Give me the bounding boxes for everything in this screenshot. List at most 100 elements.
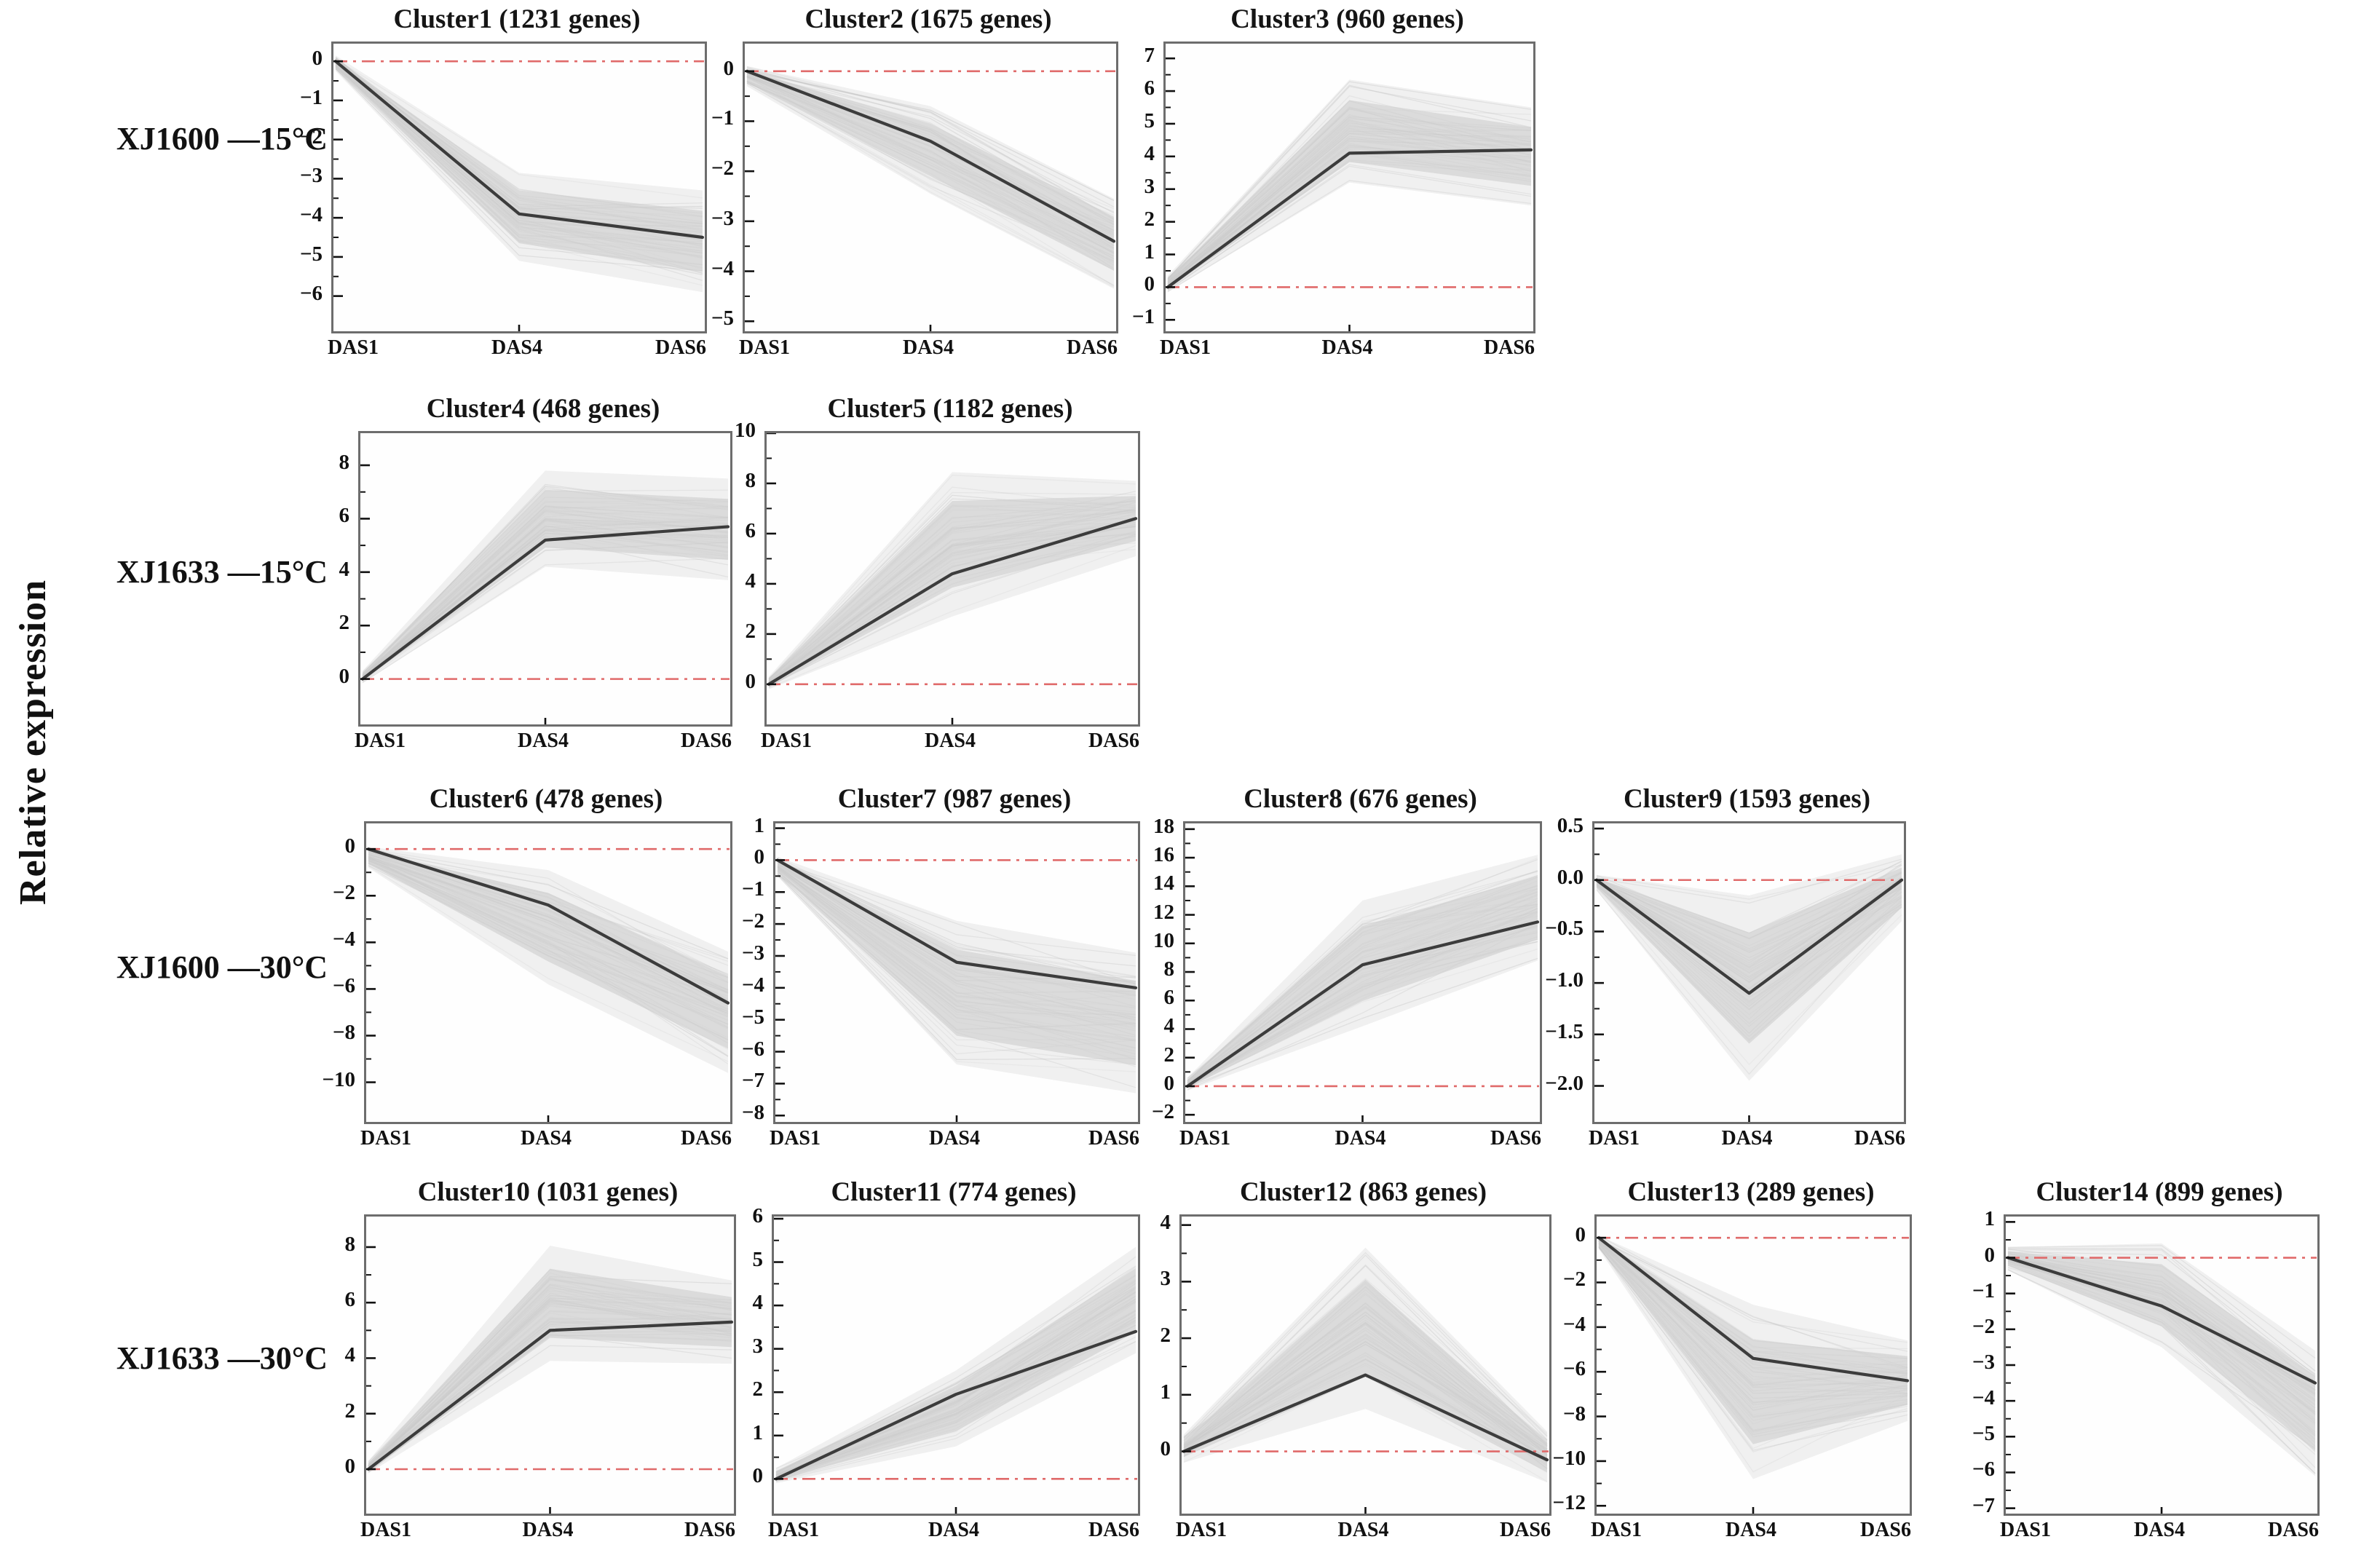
- mean-expression-line: [360, 525, 730, 681]
- ytick-label: 3: [1160, 1267, 1171, 1291]
- panel-cluster5: [764, 431, 1140, 727]
- ytick-label: −5: [741, 1005, 764, 1029]
- xtick-label-das4: DAS4: [517, 729, 569, 752]
- panel-title-cluster1: Cluster1 (1231 genes): [393, 4, 641, 34]
- panel-title-cluster9: Cluster9 (1593 genes): [1623, 784, 1871, 814]
- xtick-label-das6: DAS6: [1854, 1127, 1905, 1150]
- ytick-label: −7: [1972, 1493, 1995, 1517]
- ytick-label: 1: [754, 813, 765, 837]
- xtick-label-das4: DAS4: [928, 1519, 979, 1541]
- xtick-label-das4: DAS4: [902, 336, 954, 359]
- ytick-label: −8: [332, 1021, 355, 1045]
- panel-title-cluster6: Cluster6 (478 genes): [429, 784, 663, 814]
- xtick-label-das4: DAS4: [522, 1519, 574, 1541]
- ytick-label: 10: [735, 419, 756, 442]
- xtick-label-das1: DAS1: [1179, 1127, 1230, 1150]
- ytick-label: 6: [1144, 76, 1155, 100]
- row-label-xj1600-30c: XJ1600 —30°C: [116, 949, 328, 985]
- ytick-label: −6: [1562, 1357, 1586, 1381]
- ytick-label: 6: [339, 504, 350, 528]
- cluster11-plot: [774, 1217, 1138, 1514]
- ytick-label: −4: [1972, 1386, 1995, 1410]
- y-axis-label: Relative expression: [12, 580, 54, 906]
- ytick-label: 0: [752, 1464, 764, 1488]
- xtick-label-das6: DAS6: [1066, 336, 1118, 359]
- mean-expression-line: [767, 517, 1138, 686]
- mean-expression-line: [1166, 148, 1533, 289]
- ytick-label: −2: [1562, 1268, 1586, 1292]
- ytick-label: −2: [332, 881, 355, 905]
- ytick-label: 1: [1984, 1207, 1996, 1231]
- panel-title-cluster12: Cluster12 (863 genes): [1239, 1177, 1487, 1207]
- ytick-label: 0: [1575, 1223, 1586, 1247]
- ytick-label: −6: [332, 974, 355, 998]
- ytick-label: 0: [339, 664, 350, 688]
- panel-cluster10: [364, 1214, 736, 1516]
- ytick-label: 4: [752, 1291, 764, 1315]
- cluster3-plot: [1166, 57, 1533, 331]
- xtick-label-das6: DAS6: [1483, 336, 1535, 359]
- panel-title-cluster4: Cluster4 (468 genes): [426, 394, 660, 424]
- xtick-label-das4: DAS4: [928, 1127, 980, 1150]
- ytick-label: 4: [344, 1343, 356, 1367]
- ytick-label: −12: [1552, 1491, 1586, 1515]
- ytick-label: −6: [299, 281, 323, 305]
- ytick-label: 6: [1163, 986, 1175, 1010]
- panel-title-cluster7: Cluster7 (987 genes): [837, 784, 1072, 814]
- xtick-label-das1: DAS1: [738, 336, 790, 359]
- panel-cluster2: [743, 41, 1118, 333]
- ytick-label: −4: [299, 203, 323, 227]
- ytick-label: −5: [711, 307, 734, 331]
- panel-cluster8: [1183, 821, 1542, 1124]
- ytick-label: 8: [344, 1232, 356, 1256]
- xtick-label-das1: DAS1: [1588, 1127, 1640, 1150]
- panel-title-cluster11: Cluster11 (774 genes): [831, 1177, 1077, 1207]
- xtick-label-das4: DAS4: [1725, 1519, 1776, 1541]
- ytick-label: 2: [1160, 1324, 1171, 1348]
- panel-title-cluster3: Cluster3 (960 genes): [1230, 4, 1464, 34]
- panel-title-cluster14: Cluster14 (899 genes): [2036, 1177, 2283, 1207]
- ytick-label: 8: [339, 451, 350, 475]
- mean-expression-line: [366, 1320, 734, 1471]
- ytick-label: 6: [745, 518, 756, 542]
- ytick-label: −3: [741, 941, 764, 965]
- ytick-label: 5: [752, 1247, 764, 1271]
- cluster2-plot: [745, 66, 1116, 331]
- xtick-label-das1: DAS1: [354, 729, 406, 752]
- ytick-label: 1: [752, 1420, 764, 1444]
- mean-expression-line: [333, 60, 705, 240]
- xtick-label-das6: DAS6: [655, 336, 706, 359]
- xtick-label-das4: DAS4: [1335, 1127, 1386, 1150]
- ytick-label: −2: [1151, 1100, 1174, 1124]
- mean-expression-line: [1185, 920, 1540, 1088]
- cluster8-plot: [1185, 828, 1540, 1122]
- ytick-label: −10: [1552, 1446, 1586, 1470]
- xtick-label-das4: DAS4: [1721, 1127, 1773, 1150]
- xtick-label-das6: DAS6: [1490, 1127, 1541, 1150]
- panel-cluster7: [773, 821, 1140, 1124]
- xtick-label-das4: DAS4: [1321, 336, 1373, 359]
- ytick-label: 2: [1163, 1043, 1175, 1067]
- ytick-label: 3: [1144, 174, 1155, 198]
- xtick-label-das1: DAS1: [760, 729, 812, 752]
- ytick-label: −1: [1131, 305, 1155, 329]
- ytick-label: −2: [741, 909, 764, 933]
- xtick-label-das1: DAS1: [767, 1519, 819, 1541]
- ytick-label: −1.0: [1545, 968, 1584, 992]
- ytick-label: 0: [1163, 1071, 1175, 1095]
- ytick-label: −1: [711, 106, 734, 130]
- ytick-label: −1: [741, 877, 764, 901]
- ytick-label: −4: [332, 928, 355, 952]
- ytick-label: 2: [745, 619, 756, 643]
- xtick-label-das1: DAS1: [360, 1519, 411, 1541]
- row-label-xj1633-15c: XJ1633 —15°C: [116, 554, 328, 590]
- ytick-label: −6: [741, 1037, 764, 1061]
- xtick-label-das1: DAS1: [769, 1127, 821, 1150]
- xtick-label-das6: DAS6: [684, 1519, 735, 1541]
- ytick-label: −10: [322, 1067, 355, 1091]
- ytick-label: 2: [1144, 207, 1155, 231]
- cluster14-plot: [2006, 1221, 2317, 1514]
- ytick-label: −8: [1562, 1401, 1586, 1426]
- ytick-label: −4: [1562, 1312, 1586, 1336]
- ytick-label: 0.5: [1557, 814, 1584, 838]
